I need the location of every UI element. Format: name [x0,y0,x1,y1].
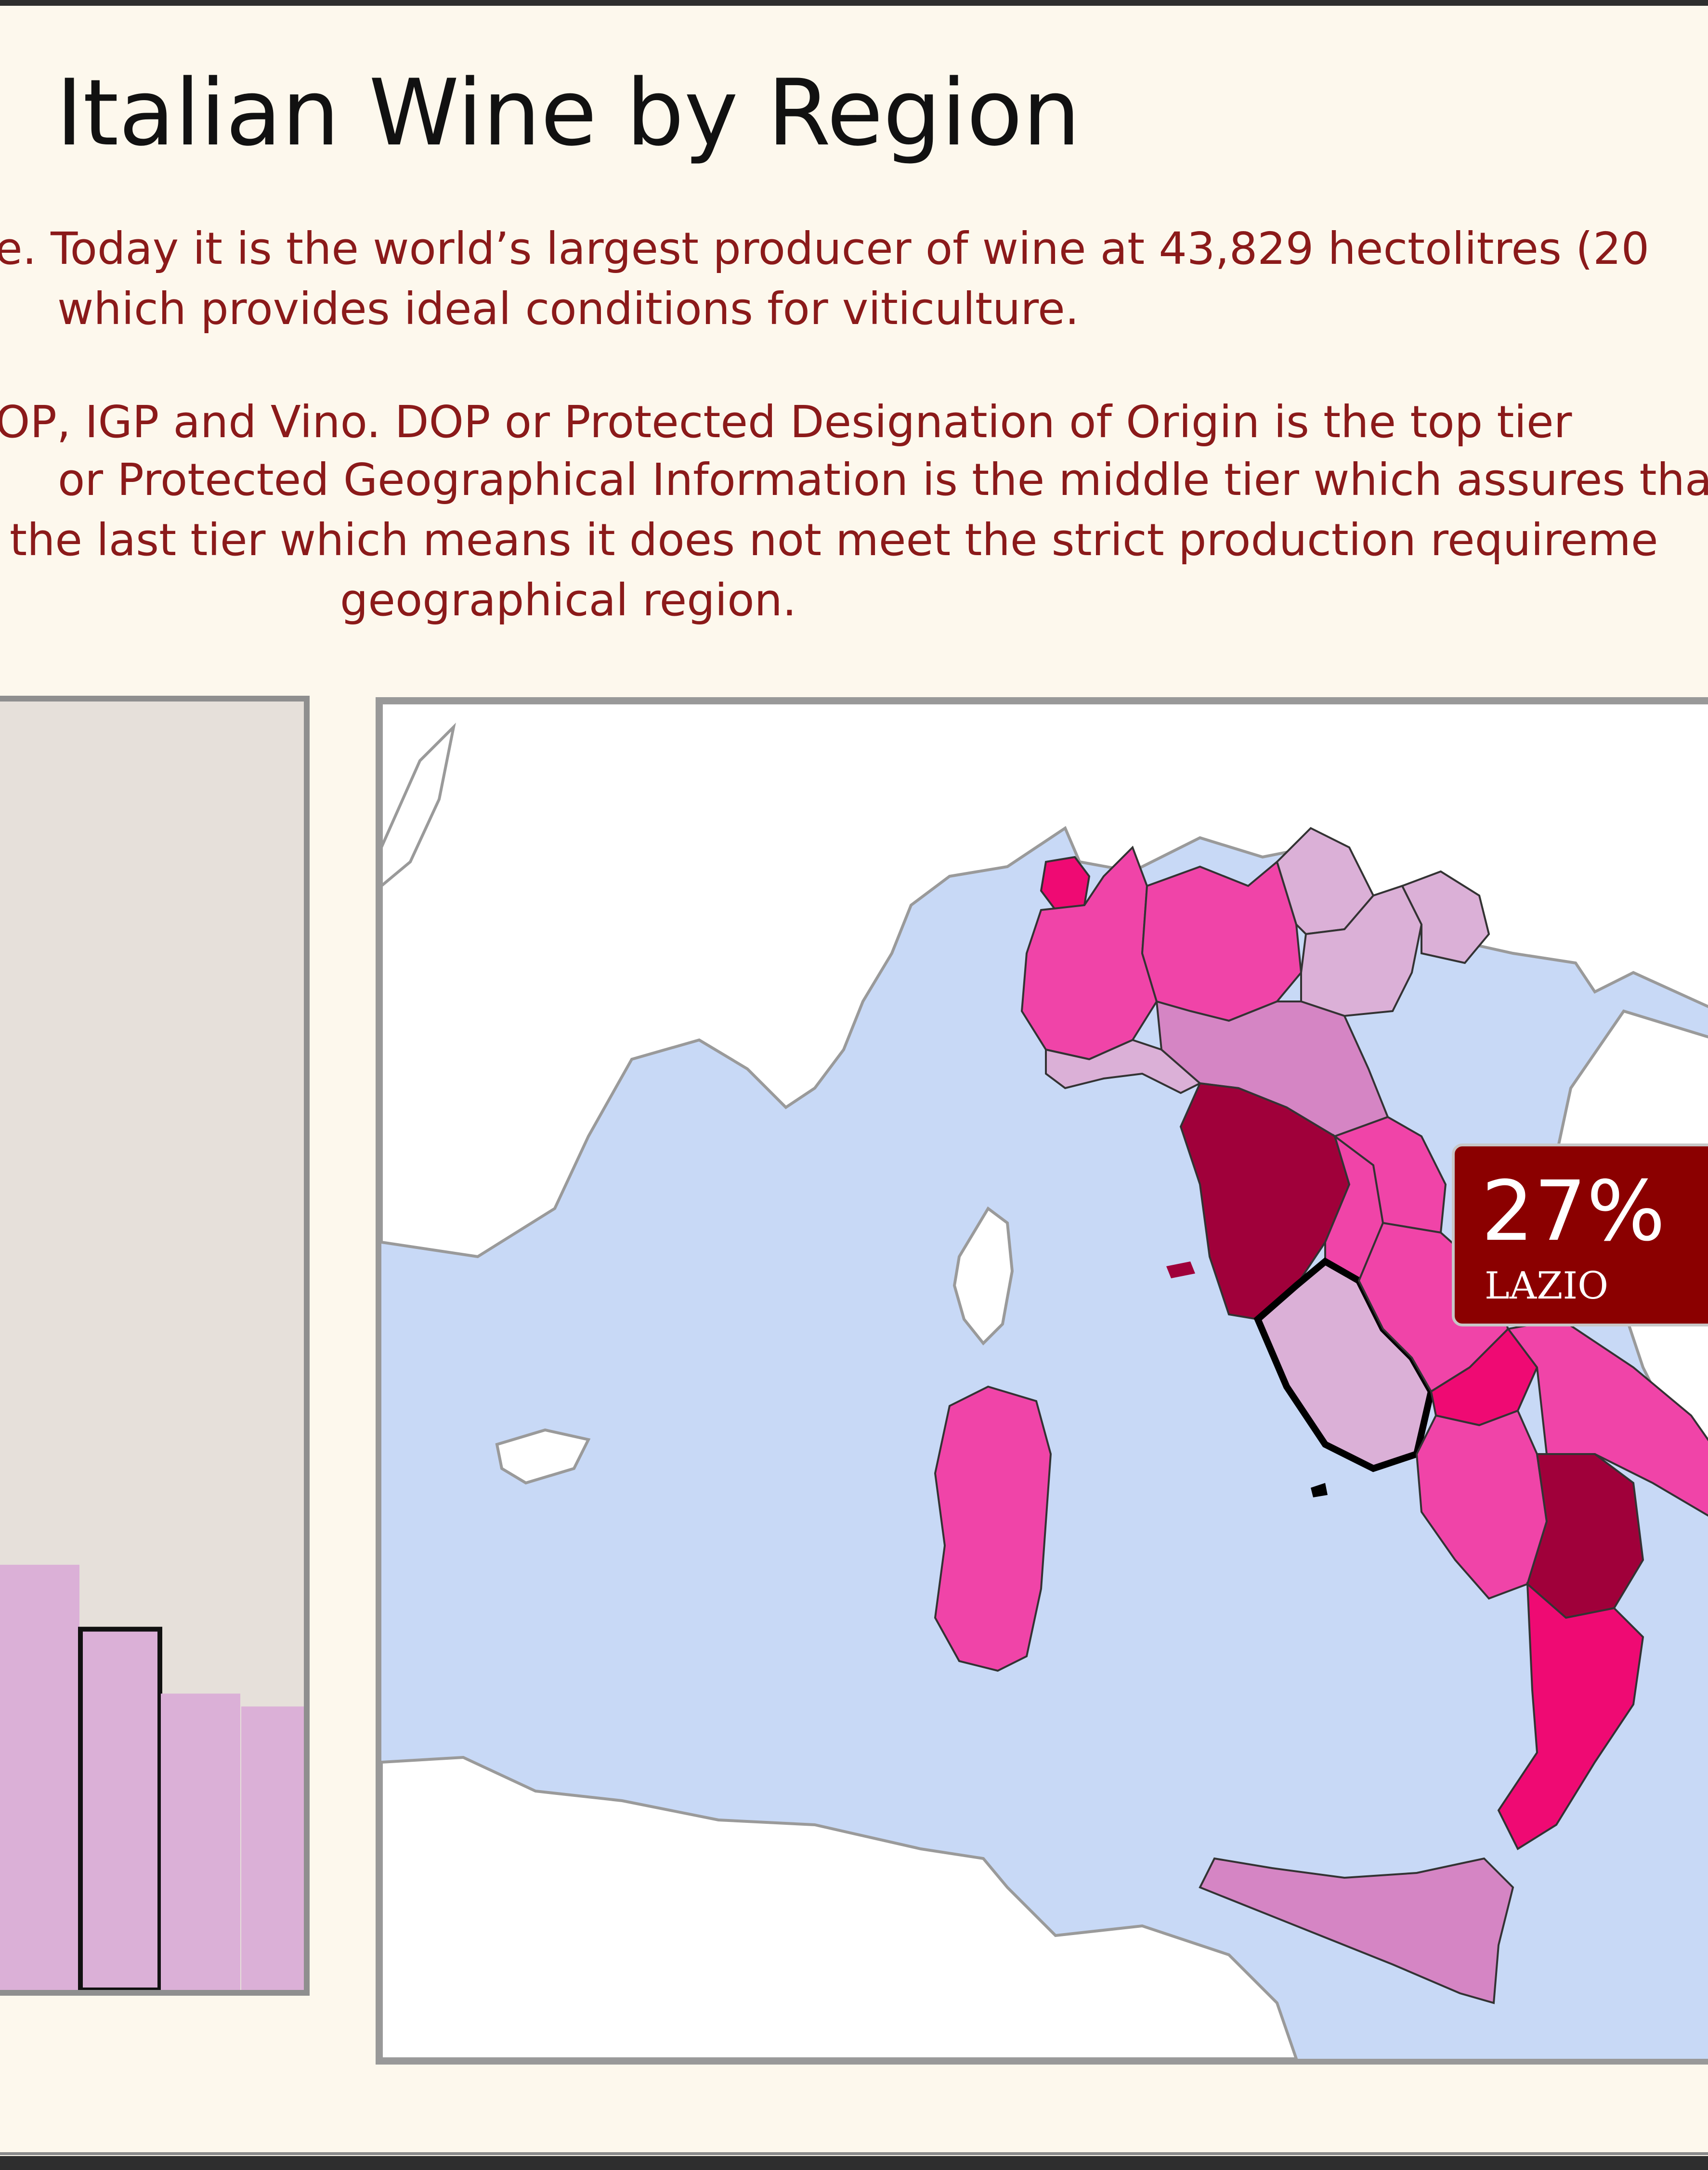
window-frame-bottom-inner [0,2152,1708,2155]
region-campania[interactable] [1415,1409,1548,1600]
page-title: Italian Wine by Region [56,60,1081,166]
region-basilicata[interactable] [1526,1453,1644,1619]
region-veneto[interactable] [1300,884,1423,1017]
region-tooltip: 27% LAZIO [1452,1143,1708,1326]
region-friuli-venezia-giulia[interactable] [1401,870,1490,964]
region-valle-d-aosta[interactable] [1040,856,1091,911]
tooltip-region-label: LAZIO [1485,1264,1609,1308]
intro-paragraph-2-line-3: the last tier which means it does not me… [10,514,1658,566]
island-elba [1166,1261,1195,1278]
italy-map-panel [376,697,1708,2065]
intro-paragraph-1-line-1: e. Today it is the world’s largest produ… [0,223,1650,274]
land-iberia [381,722,456,888]
intro-paragraph-1-line-2: which provides ideal conditions for viti… [57,283,1080,335]
region-puglia[interactable] [1506,1318,1708,1521]
bar-3[interactable] [241,1706,304,1990]
region-liguria[interactable] [1045,1039,1202,1094]
intro-paragraph-2-line-2: or Protected Geographical Information is… [58,454,1708,506]
region-sicilia[interactable] [1199,1857,1514,2004]
region-calabria[interactable] [1497,1582,1644,1850]
intro-paragraph-2-line-1: OP, IGP and Vino. DOP or Protected Desig… [0,396,1572,448]
region-sardegna[interactable] [934,1385,1052,1672]
land-europe-north [381,703,1708,1259]
bar-1[interactable] [78,1626,162,1990]
bar-chart-panel [0,696,310,1996]
region-lombardia[interactable] [1141,860,1303,1022]
land-north-africa [381,1755,1298,2059]
window-frame-top [0,0,1708,6]
italy-map [381,703,1708,2059]
bar-0[interactable] [0,1564,79,1990]
tooltip-value: 27% [1481,1163,1666,1260]
intro-paragraph-2-line-4: geographical region. [339,574,797,626]
land-corsica [952,1206,1014,1346]
land-balearic-islands [495,1428,591,1485]
window-frame-bottom [0,2156,1708,2170]
island-ponza [1311,1483,1328,1497]
bar-2[interactable] [161,1693,240,1990]
bar-chart [0,1564,304,1990]
